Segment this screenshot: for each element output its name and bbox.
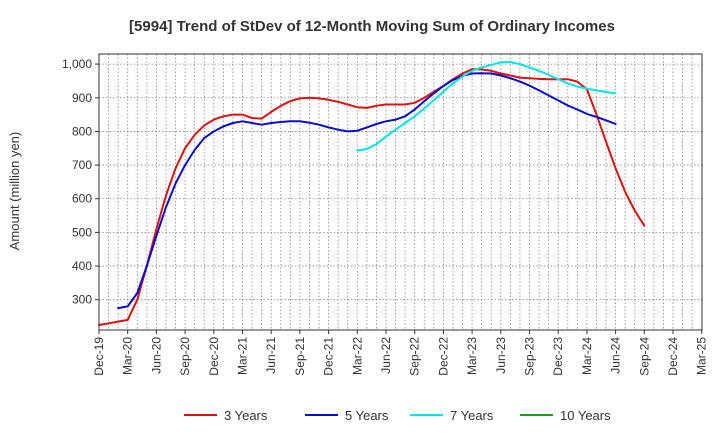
x-tick-labels: Dec-19 Mar-20 Jun-20 Sep-20 Dec-20 Mar-21 Jun-… — [92, 330, 709, 376]
x-tick-label: Sep-22 — [408, 337, 422, 376]
series-line-3-years — [98, 68, 646, 326]
series-lines — [98, 61, 646, 326]
x-tick-label: Jun-21 — [264, 337, 278, 374]
x-tick-label: Dec-20 — [207, 337, 221, 376]
x-tick-label: Sep-24 — [637, 337, 651, 376]
legend: 3 Years 5 Years 7 Years 10 Years — [184, 408, 611, 423]
series-line-7-years — [356, 61, 617, 152]
y-axis-label: Amount (million yen) — [7, 132, 22, 251]
x-tick-label: Mar-24 — [580, 337, 594, 375]
x-tick-label: Mar-23 — [465, 337, 479, 375]
legend-label: 10 Years — [560, 408, 611, 423]
chart-title: [5994] Trend of StDev of 12-Month Moving… — [129, 18, 615, 35]
grid — [99, 54, 702, 330]
series-line-5-years — [117, 72, 617, 310]
y-tick-label: 500 — [72, 225, 92, 239]
x-tick-label: Dec-22 — [436, 337, 450, 376]
y-tick-labels: 300 400 500 600 700 800 900 1,000 — [62, 57, 99, 307]
x-tick-label: Sep-23 — [523, 337, 537, 376]
x-tick-label: Sep-21 — [293, 337, 307, 376]
legend-label: 5 Years — [345, 408, 389, 423]
x-tick-label: Mar-20 — [121, 337, 135, 375]
y-tick-label: 300 — [72, 293, 92, 307]
x-tick-label: Jun-24 — [609, 337, 623, 374]
x-tick-label: Dec-21 — [322, 337, 336, 376]
y-tick-label: 400 — [72, 259, 92, 273]
plot-frame — [98, 53, 703, 331]
legend-label: 3 Years — [224, 408, 268, 423]
y-tick-label: 900 — [72, 91, 92, 105]
x-tick-label: Dec-23 — [551, 337, 565, 376]
legend-label: 7 Years — [450, 408, 494, 423]
y-tick-label: 600 — [72, 192, 92, 206]
x-tick-label: Jun-20 — [149, 337, 163, 374]
x-tick-label: Jun-22 — [379, 337, 393, 374]
x-tick-label: Mar-21 — [236, 337, 250, 375]
x-tick-label: Mar-25 — [695, 337, 709, 375]
x-tick-label: Dec-19 — [92, 337, 106, 376]
y-tick-label: 800 — [72, 124, 92, 138]
x-tick-label: Jun-23 — [494, 337, 508, 374]
x-tick-label: Dec-24 — [666, 337, 680, 376]
y-tick-label: 1,000 — [62, 57, 92, 71]
y-tick-label: 700 — [72, 158, 92, 172]
x-tick-label: Sep-20 — [178, 337, 192, 376]
x-tick-label: Mar-22 — [350, 337, 364, 375]
